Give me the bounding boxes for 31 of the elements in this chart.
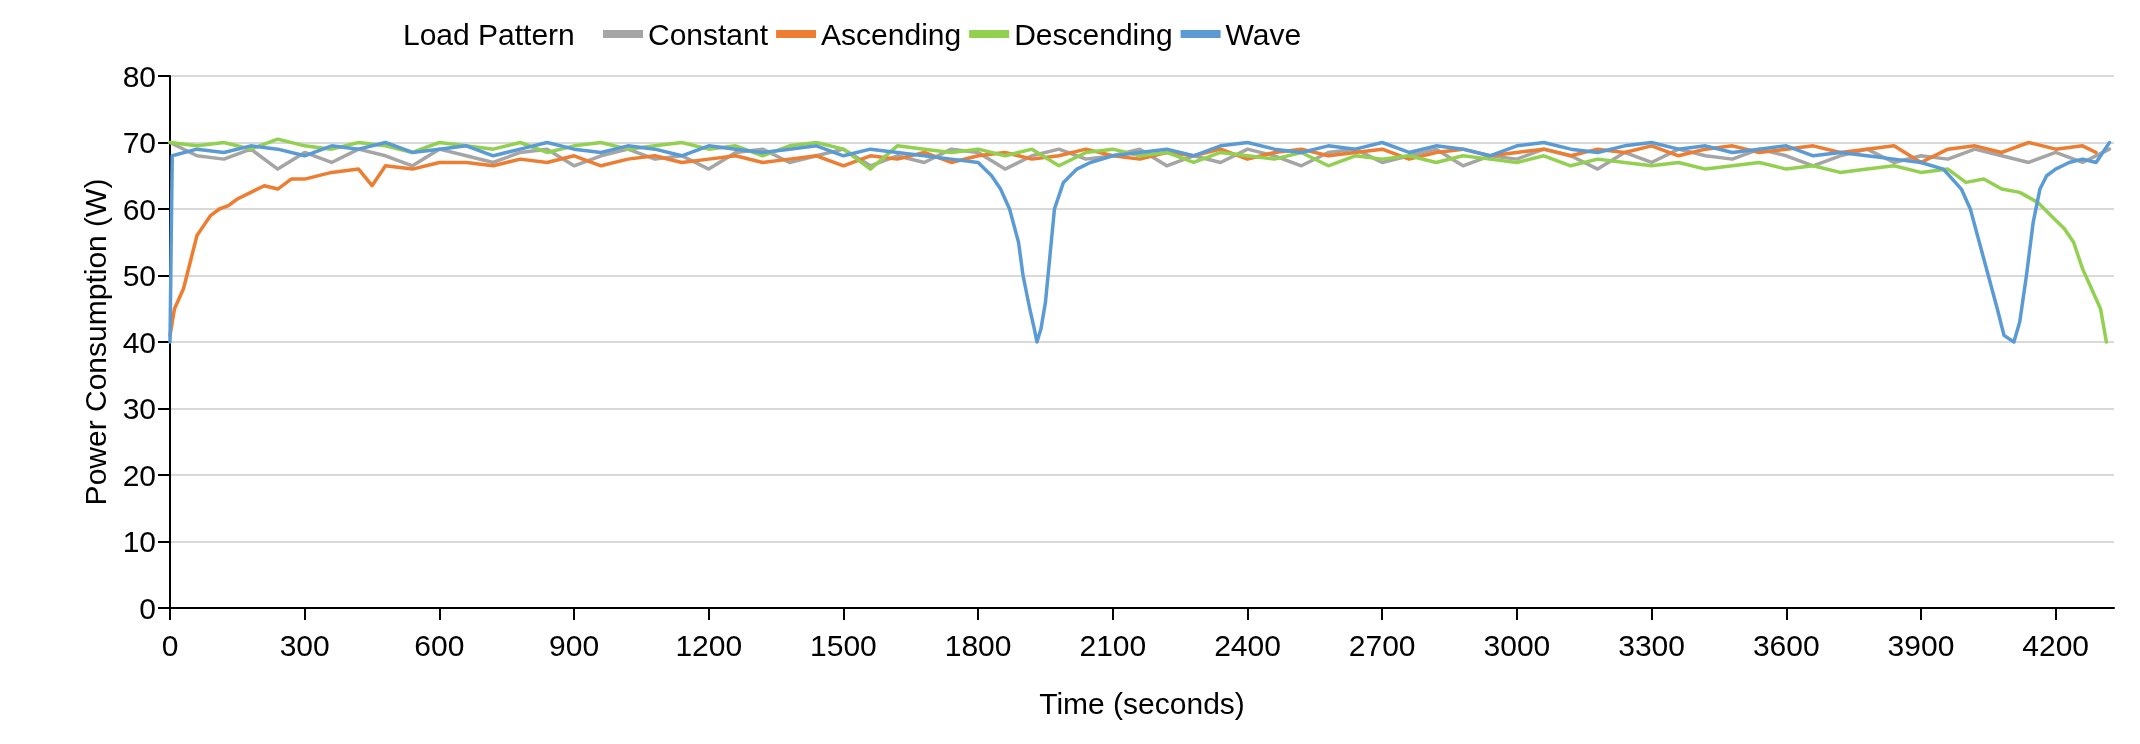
y-tick-label: 40 — [122, 325, 156, 359]
x-tick-label: 4200 — [2022, 628, 2090, 662]
legend-label: Wave — [1225, 17, 1302, 51]
y-tick-label: 80 — [122, 59, 156, 93]
y-tick-label: 70 — [122, 126, 156, 159]
x-tick-label: 1500 — [810, 628, 877, 662]
x-tick-label: 0 — [161, 628, 179, 662]
x-tick-label: 3000 — [1483, 628, 1551, 662]
legend-label: Ascending — [821, 17, 962, 51]
x-tick-label: 3300 — [1618, 628, 1685, 662]
x-tick-label: 900 — [549, 628, 600, 662]
x-tick-label: 2100 — [1079, 628, 1147, 662]
x-tick-label: 2700 — [1348, 628, 1416, 662]
y-tick-label: 20 — [122, 458, 156, 492]
x-tick-label: 3600 — [1752, 628, 1820, 662]
x-tick-label: 600 — [414, 628, 465, 662]
legend-label: Descending — [1014, 17, 1173, 51]
y-axis-title: Power Consumption (W) — [78, 178, 112, 506]
x-tick-label: 1800 — [944, 628, 1012, 662]
y-tick-label: 50 — [122, 259, 156, 292]
legend-title: Load Pattern — [403, 17, 575, 51]
x-tick-label: 2400 — [1214, 628, 1281, 662]
x-axis-title: Time (seconds) — [1039, 686, 1245, 720]
legend-label: Constant — [648, 17, 769, 51]
y-tick-label: 10 — [122, 525, 156, 558]
y-tick-label: 60 — [122, 192, 156, 226]
x-tick-label: 300 — [279, 628, 330, 662]
x-tick-label: 1200 — [675, 628, 743, 662]
y-tick-label: 30 — [122, 392, 156, 425]
x-tick-label: 3900 — [1887, 628, 1955, 662]
y-tick-label: 0 — [139, 591, 156, 625]
